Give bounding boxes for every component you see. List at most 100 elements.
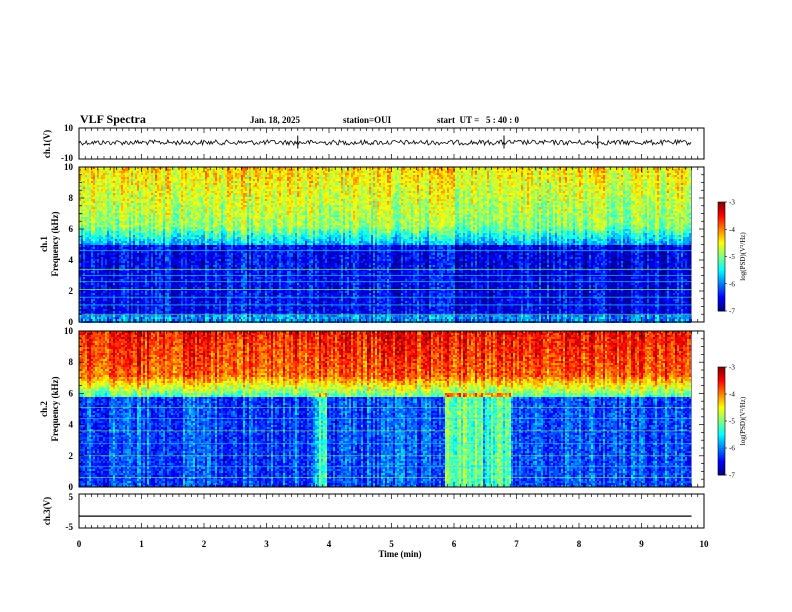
spectrogram-cell (125, 171, 127, 173)
spectrogram-cell (505, 177, 507, 179)
spectrogram-cell (117, 173, 119, 175)
spectrogram-cell (369, 177, 371, 179)
spectrogram-cell (357, 175, 359, 177)
spectrogram-cell (155, 171, 157, 173)
spectrogram-cell (317, 179, 319, 181)
spectrogram-cell (543, 173, 545, 175)
spectrogram-cell (561, 169, 563, 171)
spectrogram-cell (585, 177, 587, 179)
spectrogram-cell (393, 169, 395, 171)
spectrogram-cell (427, 171, 429, 173)
spectrogram-cell (355, 169, 357, 171)
spectrogram-cell (189, 181, 191, 183)
spectrogram-cell (491, 173, 493, 175)
spectrogram-cell (665, 177, 667, 179)
spectrogram-cell (613, 179, 615, 181)
spectrogram-cell (327, 173, 329, 175)
spectrogram-cell (81, 179, 83, 181)
spectrogram-cell (395, 171, 397, 173)
spectrogram-cell (531, 169, 533, 171)
spectrogram-cell (603, 171, 605, 173)
spectrogram-cell (609, 177, 611, 179)
spectrogram-cell (201, 177, 203, 179)
spectrogram-cell (181, 175, 183, 177)
spectrogram-cell (351, 175, 353, 177)
spectrogram-cell (261, 181, 263, 183)
spectrogram-cell (627, 171, 629, 173)
spectrogram-cell (335, 175, 337, 177)
spectrogram-cell (445, 171, 447, 173)
spectrogram-cell (491, 177, 493, 179)
spectrogram-cell (457, 175, 459, 177)
spectrogram-cell (613, 175, 615, 177)
spectrogram-cell (87, 175, 89, 177)
spectrogram-cell (367, 179, 369, 181)
spectrogram-cell (295, 169, 297, 171)
spectrogram-cell (303, 175, 305, 177)
spectrogram-cell (471, 179, 473, 181)
spectrogram-cell (157, 169, 159, 171)
spectrogram-cell (179, 181, 181, 183)
spectrogram-cell (639, 169, 641, 171)
spectrogram-cell (673, 177, 675, 179)
spectrogram-cell (549, 175, 551, 177)
spectrogram-cell (245, 177, 247, 179)
spectrogram-cell (167, 181, 169, 183)
spectrogram-cell (651, 171, 653, 173)
spectrogram-cell (123, 175, 125, 177)
spectrogram-cell (463, 171, 465, 173)
spectrogram-cell (155, 179, 157, 181)
spectrogram-cell (361, 173, 363, 175)
spectrogram-cell (687, 171, 689, 173)
spectrogram-cell (629, 177, 631, 179)
spectrogram-cell (469, 179, 471, 181)
spectrogram-cell (447, 179, 449, 181)
spectrogram-cell (535, 179, 537, 181)
spectrogram-cell (419, 171, 421, 173)
spectrogram-cell (205, 169, 207, 171)
spectrogram-cell (287, 169, 289, 171)
spectrogram-cell (211, 179, 213, 181)
spectrogram-cell (179, 173, 181, 175)
spectrogram-cell (505, 169, 507, 171)
spectrogram-cell (569, 175, 571, 177)
spectrogram-cell (441, 171, 443, 173)
spectrogram-cell (611, 169, 613, 171)
spectrogram-cell (505, 171, 507, 173)
spectrogram-cell (241, 181, 243, 183)
spectrogram-cell (457, 177, 459, 179)
spectrogram-cell (125, 173, 127, 175)
spectrogram-cell (639, 179, 641, 181)
spectrogram-cell (605, 171, 607, 173)
spectrogram-cell (497, 175, 499, 177)
spectrogram-cell (401, 173, 403, 175)
spectrogram-cell (607, 179, 609, 181)
spectrogram-cell (129, 181, 131, 183)
spectrogram-cell (325, 171, 327, 173)
spectrogram-cell (273, 171, 275, 173)
spectrogram-cell (585, 179, 587, 181)
spectrogram-cell (207, 171, 209, 173)
spectrogram-cell (247, 171, 249, 173)
spectrogram-cell (255, 177, 257, 179)
spectrogram-cell (251, 179, 253, 181)
spectrogram-cell (655, 169, 657, 171)
spectrogram-cell (475, 171, 477, 173)
spectrogram-cell (131, 177, 133, 179)
spectrogram-cell (647, 173, 649, 175)
spectrogram-cell (475, 169, 477, 171)
spectrogram-cell (541, 173, 543, 175)
spectrogram-cell (473, 169, 475, 171)
spectrogram-cell (389, 169, 391, 171)
spectrogram-cell (87, 169, 89, 171)
spectrogram-cell (581, 175, 583, 177)
spectrogram-cell (187, 171, 189, 173)
spectrogram-cell (621, 179, 623, 181)
spectrogram-cell (273, 177, 275, 179)
spectrogram-cell (639, 173, 641, 175)
spectrogram-cell (429, 177, 431, 179)
spectrogram-cell (341, 179, 343, 181)
spectrogram-cell (323, 177, 325, 179)
spectrogram-cell (431, 177, 433, 179)
spectrogram-cell (363, 169, 365, 171)
